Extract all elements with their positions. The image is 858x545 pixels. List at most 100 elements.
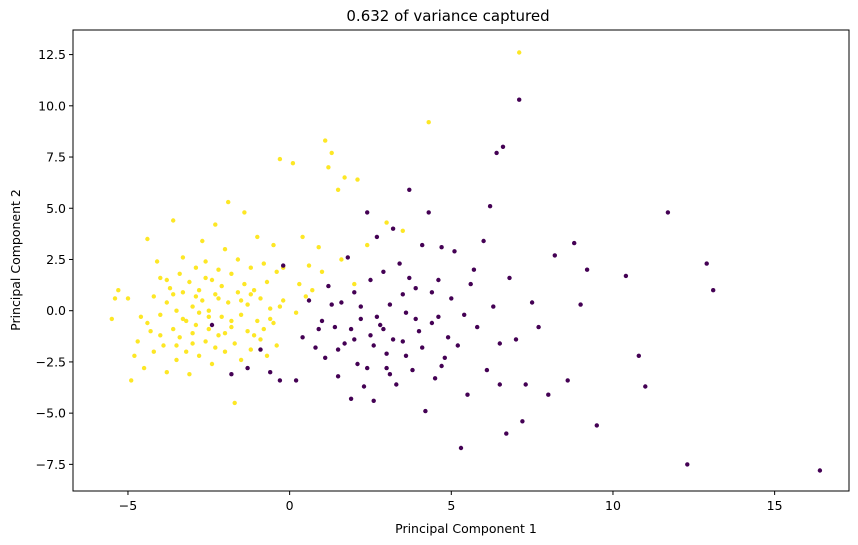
scatter-point	[365, 242, 370, 248]
scatter-point	[426, 210, 431, 215]
scatter-point	[332, 324, 338, 330]
scatter-point	[432, 376, 438, 381]
scatter-point	[348, 396, 354, 401]
scatter-point	[235, 257, 241, 262]
scatter-point	[229, 271, 234, 276]
scatter-point	[500, 144, 506, 149]
scatter-point	[213, 292, 218, 297]
scatter-point	[277, 156, 283, 162]
scatter-point	[361, 384, 367, 389]
scatter-point	[410, 367, 415, 373]
scatter-point	[129, 378, 134, 383]
y-tick-label: 2.5	[46, 252, 66, 267]
y-tick-label: −7.5	[36, 457, 66, 472]
scatter-point	[342, 341, 347, 346]
scatter-point	[436, 277, 441, 283]
scatter-point	[449, 296, 454, 301]
scatter-point	[352, 281, 357, 287]
scatter-point	[112, 296, 118, 301]
x-tick-label: 0	[286, 498, 294, 513]
scatter-point	[206, 308, 211, 313]
scatter-point	[355, 361, 360, 367]
scatter-point	[439, 363, 444, 369]
scatter-point	[365, 365, 370, 371]
scatter-point	[306, 298, 312, 303]
scatter-point	[572, 240, 577, 246]
scatter-point	[374, 234, 380, 240]
scatter-point	[384, 351, 389, 356]
scatter-point	[319, 318, 325, 324]
scatter-point	[374, 314, 380, 319]
scatter-point	[390, 337, 396, 342]
scatter-point	[187, 372, 192, 377]
scatter-point	[158, 312, 163, 317]
scatter-point	[335, 187, 341, 192]
scatter-point	[245, 302, 250, 307]
scatter-point	[636, 353, 641, 358]
scatter-point	[109, 316, 115, 322]
scatter-point	[565, 378, 570, 383]
scatter-point	[245, 365, 250, 371]
scatter-point	[529, 300, 535, 305]
scatter-point	[685, 462, 690, 467]
scatter-point	[184, 318, 189, 324]
scatter-point	[342, 175, 347, 180]
scatter-point	[442, 355, 447, 360]
scatter-point	[232, 341, 237, 346]
scatter-point	[504, 431, 509, 436]
scatter-point	[487, 204, 493, 209]
scatter-point	[174, 357, 179, 363]
scatter-point	[407, 275, 412, 281]
scatter-point	[352, 337, 357, 342]
scatter-point	[578, 302, 583, 307]
scatter-point	[513, 337, 519, 342]
scatter-point	[261, 326, 266, 332]
scatter-point	[475, 324, 480, 330]
scatter-point	[232, 400, 237, 406]
scatter-point	[552, 253, 557, 258]
scatter-point	[345, 255, 350, 260]
x-tick-label: 5	[447, 498, 455, 513]
scatter-point	[400, 228, 405, 233]
scatter-point	[413, 286, 418, 291]
scatter-point	[413, 316, 418, 322]
scatter-point	[141, 365, 147, 371]
scatter-point	[242, 281, 247, 287]
scatter-point	[536, 324, 541, 330]
scatter-point	[423, 408, 428, 414]
scatter-point	[125, 296, 131, 301]
scatter-point	[339, 300, 344, 305]
scatter-point	[484, 367, 490, 373]
scatter-point	[335, 374, 341, 379]
y-tick-label: −5.0	[36, 406, 66, 421]
scatter-point	[494, 150, 499, 156]
scatter-point	[184, 349, 189, 354]
scatter-point	[258, 347, 263, 352]
scatter-point	[407, 187, 412, 192]
y-tick-label: 12.5	[38, 47, 66, 62]
scatter-point	[206, 314, 211, 319]
scatter-point	[171, 292, 176, 297]
scatter-point	[323, 355, 328, 360]
scatter-point	[520, 419, 525, 424]
scatter-point	[164, 370, 169, 375]
scatter-point	[403, 310, 409, 315]
scatter-point	[306, 263, 312, 268]
scatter-point	[426, 120, 431, 125]
scatter-point	[193, 265, 199, 270]
scatter-point	[148, 329, 153, 334]
scatter-point	[400, 292, 405, 297]
scatter-point	[203, 339, 208, 344]
scatter-point	[371, 398, 376, 403]
scatter-point	[452, 249, 457, 254]
scatter-point	[226, 300, 231, 305]
scatter-point	[213, 345, 218, 350]
scatter-point	[429, 320, 435, 326]
scatter-point	[251, 288, 257, 293]
scatter-point	[394, 382, 399, 387]
scatter-point	[203, 259, 208, 264]
scatter-point	[206, 326, 211, 332]
chart-title: 0.632 of variance captured	[346, 7, 549, 25]
plot-frame	[72, 29, 850, 492]
scatter-point	[297, 281, 302, 287]
